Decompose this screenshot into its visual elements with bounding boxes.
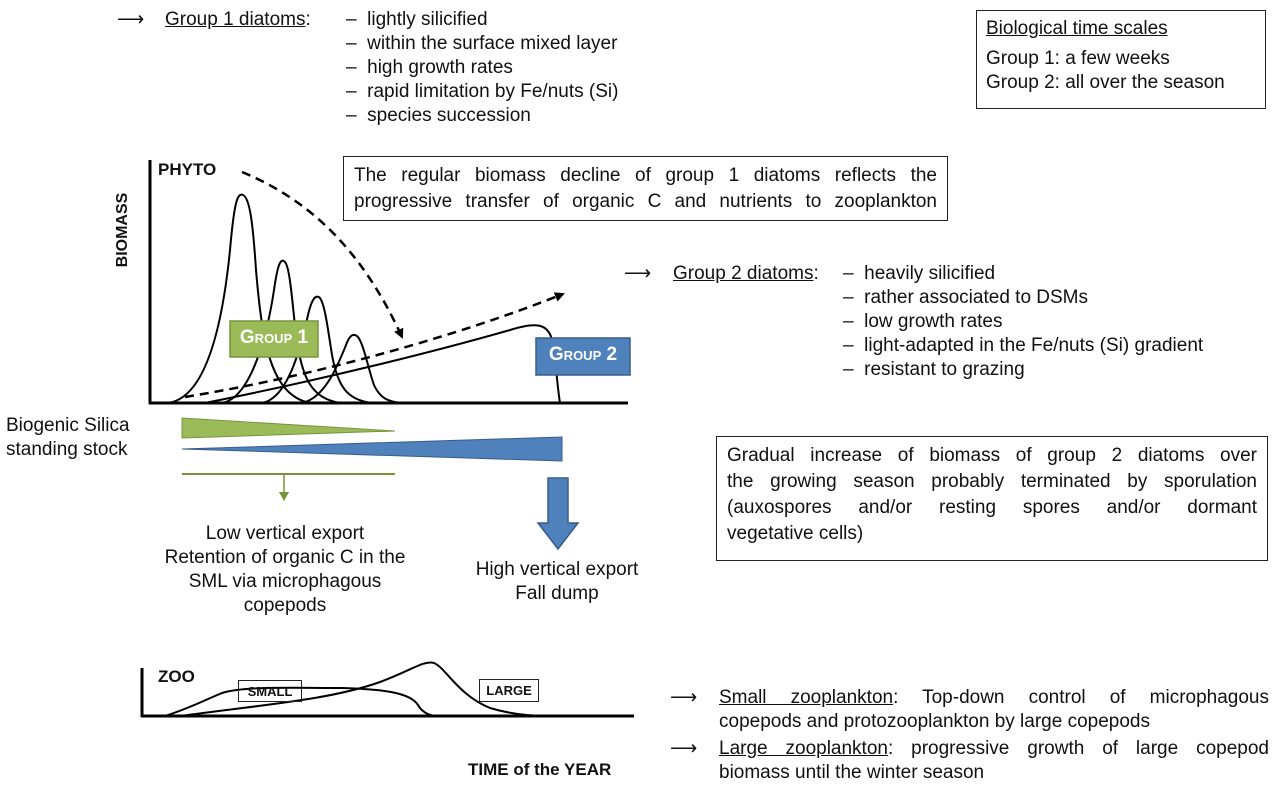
group1-export-line: SML via microphagous xyxy=(188,571,382,592)
time-axis-label: TIME of the YEAR xyxy=(468,760,612,779)
group1-label: Group 1 xyxy=(239,327,309,348)
group1-heading: Group 1 diatoms: xyxy=(165,8,311,32)
group2-export-line: High vertical export xyxy=(475,559,639,580)
group1-colon: : xyxy=(305,9,311,30)
silica-label: Biogenic Silica standing stock xyxy=(6,414,130,462)
group2-colon: : xyxy=(813,263,819,284)
group2-traits: – heavily silicified – rather associated… xyxy=(843,262,1203,382)
group1-trait: – high growth rates xyxy=(346,57,513,78)
group2-export-text: High vertical export Fall dump xyxy=(452,558,662,606)
group2-silica-wedge xyxy=(181,436,563,462)
group1-export-arrowhead xyxy=(279,492,289,501)
large-zoo-curve xyxy=(179,661,549,717)
increase-line: the growing season probably terminated b… xyxy=(727,471,1257,492)
increase-line: Gradual increase of biomass of group 2 d… xyxy=(727,445,1257,466)
group1-trait: – lightly silicified xyxy=(346,9,488,30)
large-zoo-text: : progressive growth of large copepod xyxy=(887,738,1269,759)
small-zoo-note: Small zooplankton: Top-down control of m… xyxy=(719,686,1269,734)
group1-traits: – lightly silicified – within the surfac… xyxy=(346,8,618,128)
timescales-box: Biological time scales Group 1: a few we… xyxy=(976,10,1266,109)
group2-trait: – low growth rates xyxy=(843,311,1003,332)
group2-export-arrow xyxy=(536,477,580,551)
group1-export-text: Low vertical export Retention of organic… xyxy=(130,522,440,618)
increase-line: (auxospores and/or resting spores and/or… xyxy=(727,497,1257,518)
biomass-axis-label: BIOMASS xyxy=(114,192,131,268)
group2-arrow: ⟶ xyxy=(624,263,652,284)
large-zoo-text-2: biomass until the winter season xyxy=(719,762,985,783)
decline-line: The regular biomass decline of group 1 d… xyxy=(354,165,937,186)
small-zoo-text-2: copepods and protozooplankton by large c… xyxy=(719,711,1150,732)
zoo-label: ZOO xyxy=(158,667,195,686)
small-zoo-text: : Top-down control of microphagous xyxy=(893,687,1269,708)
large-zoo-title: Large zooplankton xyxy=(719,738,888,759)
group2-label-box xyxy=(535,337,631,376)
group2-trait: – heavily silicified xyxy=(843,263,996,284)
silica-label-line: Biogenic Silica xyxy=(6,415,130,436)
group2-heading: Group 2 diatoms: xyxy=(673,262,819,286)
timescales-group2: Group 2: all over the season xyxy=(986,72,1225,93)
group1-trait: – rapid limitation by Fe/nuts (Si) xyxy=(346,81,619,102)
group1-peak-3 xyxy=(261,295,373,404)
timescales-title: Biological time scales xyxy=(986,18,1168,39)
group2-trait: – resistant to grazing xyxy=(843,359,1025,380)
phyto-label: PHYTO xyxy=(158,160,217,179)
group2-title: Group 2 diatoms xyxy=(673,263,814,284)
small-zoo-label: SMALL xyxy=(238,680,302,702)
group1-arrow: ⟶ xyxy=(117,9,145,30)
small-zoo-arrow: ⟶ xyxy=(670,687,698,708)
timescales-group1: Group 1: a few weeks xyxy=(986,48,1170,69)
large-zoo-note: Large zooplankton: progressive growth of… xyxy=(719,737,1269,785)
group1-trait: – within the surface mixed layer xyxy=(346,33,618,54)
group2-export-line: Fall dump xyxy=(515,583,599,604)
increase-line: vegetative cells) xyxy=(727,523,864,544)
group2-label: Group 2 xyxy=(548,344,618,365)
large-zoo-arrow: ⟶ xyxy=(670,738,698,759)
group1-silica-wedge xyxy=(181,417,396,439)
phyto-axes xyxy=(148,160,628,405)
zoo-axes xyxy=(140,668,634,718)
small-zoo-curve xyxy=(164,686,436,717)
group1-export-line: copepods xyxy=(243,595,327,616)
group1-peak-4 xyxy=(301,333,403,404)
group1-trait: – species succession xyxy=(346,105,531,126)
group1-export-line: Low vertical export xyxy=(205,523,365,544)
increase-box: Gradual increase of biomass of group 2 d… xyxy=(716,436,1268,561)
large-zoo-label: LARGE xyxy=(479,679,539,702)
group1-title: Group 1 diatoms xyxy=(165,9,306,30)
group1-label-box xyxy=(229,320,319,358)
decline-dashed-arrow xyxy=(241,170,404,339)
group1-peaks xyxy=(167,193,403,404)
increase-dashed-arrow xyxy=(184,292,565,399)
decline-line: progressive transfer of organic C and nu… xyxy=(354,191,937,212)
group2-trait: – light-adapted in the Fe/nuts (Si) grad… xyxy=(843,335,1204,356)
group1-export-line: Retention of organic C in the xyxy=(164,547,406,568)
small-zoo-title: Small zooplankton xyxy=(719,687,894,708)
group2-trait: – rather associated to DSMs xyxy=(843,287,1089,308)
group1-peak-1 xyxy=(167,193,311,404)
silica-label-line: standing stock xyxy=(6,439,128,460)
decline-box: The regular biomass decline of group 1 d… xyxy=(343,156,948,221)
